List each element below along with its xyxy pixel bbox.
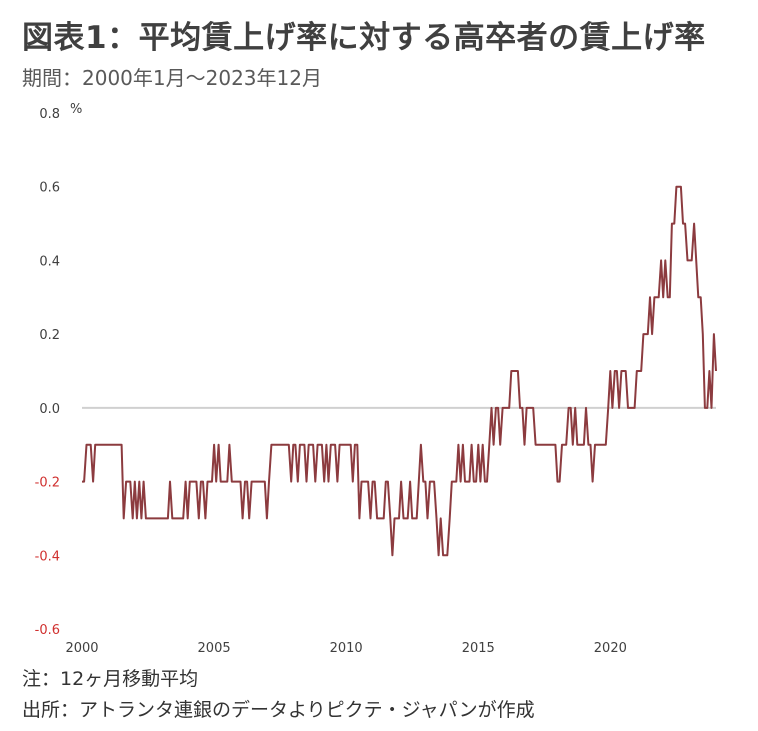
x-tick-label: 2015	[462, 641, 495, 656]
y-tick-label: 0.8	[39, 107, 60, 122]
y-tick-label: 0.2	[39, 328, 60, 343]
y-tick-label: 0.6	[39, 181, 60, 196]
line-chart: 0.80.60.40.20.0-0.2-0.4-0.6 % 2000 2005 20…	[35, 102, 717, 656]
period-subtitle: 期間：2000年1月～2023年12月	[22, 66, 322, 90]
y-tick-label: -0.6	[35, 623, 60, 638]
x-tick-label: 2010	[330, 641, 363, 656]
page-title: 図表1：平均賃上げ率に対する高卒者の賃上げ率	[22, 20, 706, 56]
series-line	[82, 185, 717, 557]
y-tick-label: -0.2	[35, 476, 60, 491]
y-tick-label: 0.0	[39, 402, 60, 417]
x-axis-ticks: 2000 2005 2010 2015 2020	[65, 641, 626, 656]
source-note: 出所：アトランタ連銀のデータよりピクテ・ジャパンが作成	[22, 699, 535, 721]
y-tick-label: 0.4	[39, 254, 60, 269]
x-tick-label: 2000	[65, 641, 98, 656]
x-tick-label: 2005	[198, 641, 231, 656]
y-axis-ticks: 0.8 0.6 0.4 0.2 0.0 -0.2 -0.4 -0.6	[35, 107, 60, 638]
y-axis-unit: %	[70, 102, 82, 117]
x-tick-label: 2020	[594, 641, 627, 656]
y-tick-label: -0.4	[35, 549, 60, 564]
footnote: 注：12ヶ月移動平均	[22, 668, 199, 690]
